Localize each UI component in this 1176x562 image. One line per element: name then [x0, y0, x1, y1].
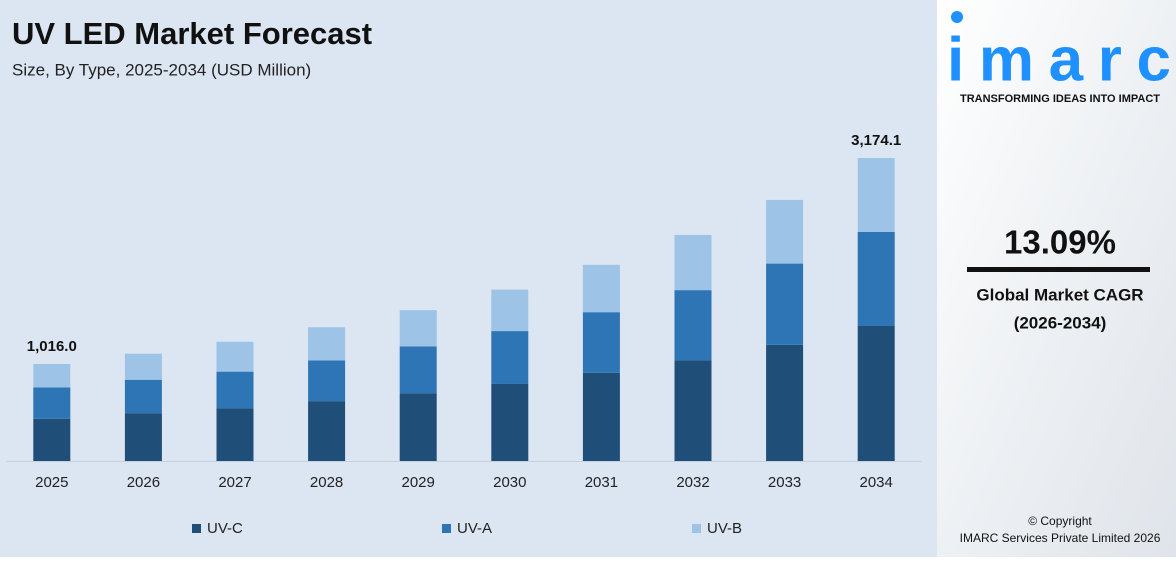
- bar-segment: [399, 393, 437, 461]
- x-tick-label: 2025: [35, 474, 68, 491]
- bar-segment: [766, 199, 804, 264]
- bar-segment: [766, 344, 804, 461]
- cagr-label: Global Market CAGR: [976, 285, 1143, 304]
- x-tick-label: 2028: [310, 474, 343, 491]
- bar-segment: [124, 413, 162, 461]
- cagr-value: 13.09%: [1004, 224, 1116, 261]
- bar-segment: [33, 387, 71, 419]
- x-tick-label: 2027: [218, 474, 251, 491]
- logo-dot: [951, 11, 963, 23]
- bar-segment: [766, 263, 804, 345]
- chart-title: UV LED Market Forecast: [12, 16, 372, 51]
- bar-segment: [582, 264, 620, 313]
- bar-segment: [308, 401, 346, 461]
- x-tick-label: 2032: [676, 474, 709, 491]
- bar-segment: [216, 341, 254, 372]
- bar-segment: [582, 372, 620, 461]
- bar-segment: [216, 408, 254, 461]
- x-tick-label: 2034: [860, 474, 893, 491]
- legend-label: UV-A: [457, 520, 492, 537]
- legend-swatch: [192, 524, 201, 533]
- bar-segment: [216, 371, 254, 409]
- chart-subtitle: Size, By Type, 2025-2034 (USD Million): [12, 60, 311, 79]
- bar-segment: [491, 383, 529, 461]
- x-tick-label: 2030: [493, 474, 526, 491]
- legend-swatch: [692, 524, 701, 533]
- tagline: TRANSFORMING IDEAS INTO IMPACT: [960, 93, 1160, 105]
- copyright: © Copyright: [1028, 514, 1092, 528]
- legend-label: UV-C: [207, 520, 243, 537]
- bar-segment: [33, 418, 71, 461]
- bar-segment: [857, 326, 895, 461]
- bar-segment: [674, 290, 712, 361]
- bar-segment: [582, 312, 620, 373]
- company: IMARC Services Private Limited 2026: [960, 531, 1161, 545]
- bar-segment: [124, 353, 162, 380]
- bar-segment: [857, 231, 895, 327]
- legend-swatch: [442, 524, 451, 533]
- logo: imarc: [947, 25, 1171, 94]
- total-label: 3,174.1: [851, 132, 901, 149]
- total-label: 1,016.0: [27, 338, 77, 355]
- sidebar-background: [937, 0, 1176, 557]
- bar-segment: [399, 346, 437, 394]
- bar-segment: [857, 158, 895, 232]
- x-tick-label: 2026: [127, 474, 160, 491]
- bar-segment: [491, 331, 529, 384]
- bar-segment: [491, 289, 529, 332]
- bar-segment: [674, 234, 712, 291]
- cagr-period: (2026-2034): [1014, 313, 1107, 332]
- legend-label: UV-B: [707, 520, 742, 537]
- x-tick-label: 2033: [768, 474, 801, 491]
- bar-segment: [674, 360, 712, 461]
- bar-segment: [308, 327, 346, 361]
- bar-segment: [33, 364, 71, 388]
- bar-segment: [399, 310, 437, 347]
- divider: [967, 267, 1150, 272]
- x-tick-label: 2029: [402, 474, 435, 491]
- x-tick-label: 2031: [585, 474, 618, 491]
- bar-segment: [308, 360, 346, 402]
- bar-segment: [124, 379, 162, 414]
